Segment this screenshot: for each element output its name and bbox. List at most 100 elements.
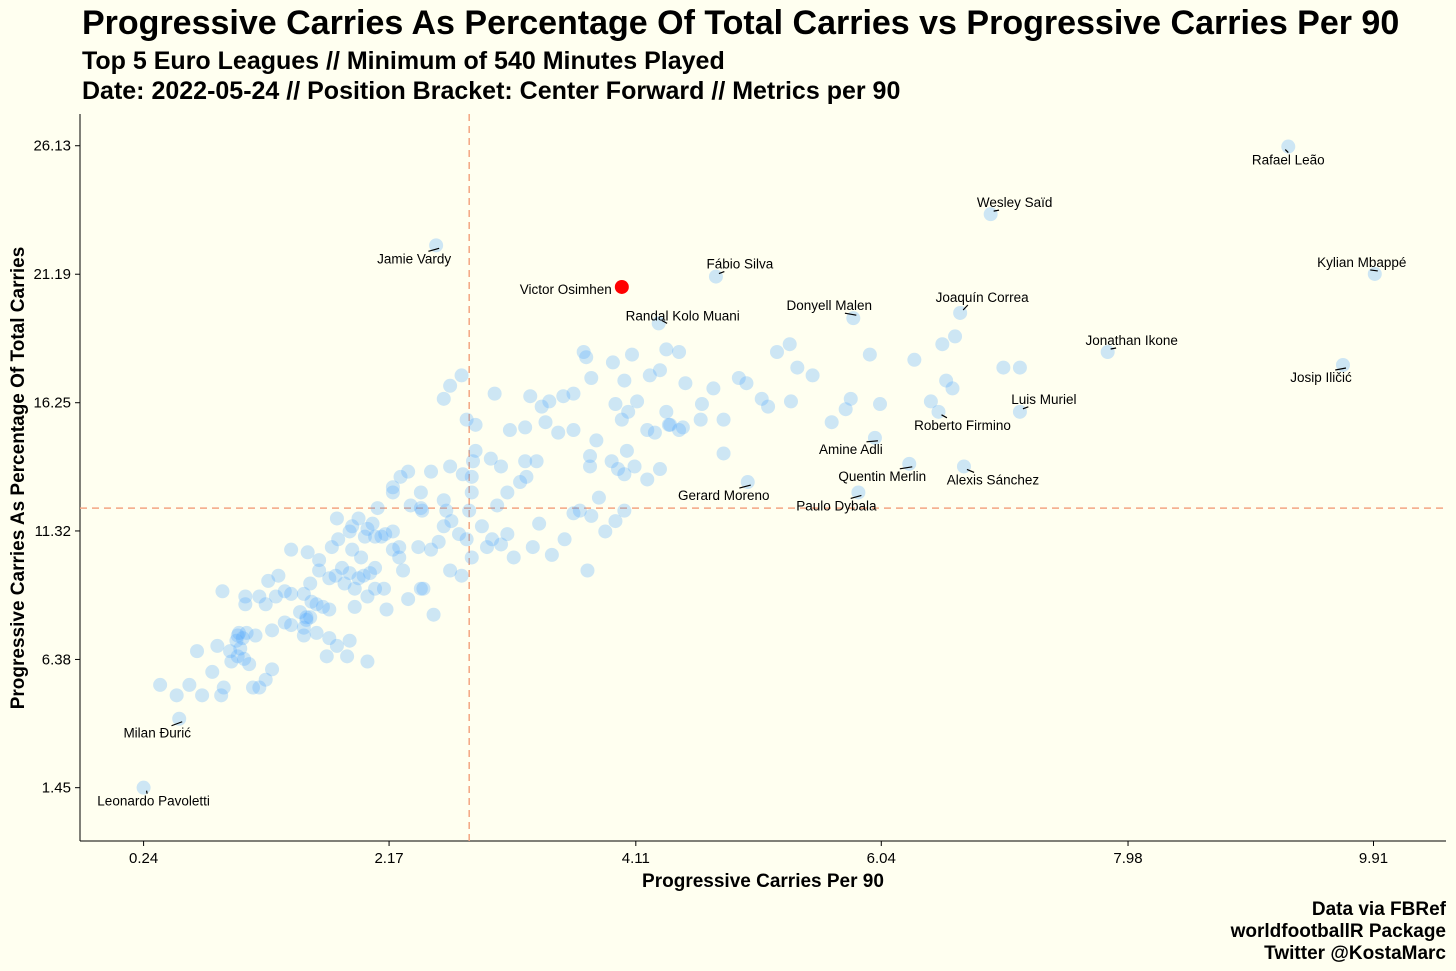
point-label: Gerard Moreno [678, 488, 770, 503]
data-point [268, 589, 283, 604]
data-point [716, 412, 731, 427]
data-point [529, 454, 544, 469]
data-point [572, 503, 587, 518]
data-point [331, 532, 346, 547]
data-point [538, 415, 553, 430]
data-point [271, 568, 286, 583]
label-leader-line [850, 494, 862, 500]
data-point [392, 540, 407, 555]
point-label: Josip Iličić [1290, 370, 1352, 385]
data-point [368, 560, 383, 575]
data-point [403, 498, 418, 513]
data-point [576, 344, 591, 359]
data-point [296, 620, 311, 635]
data-point [265, 662, 280, 677]
label-leader-line [146, 790, 148, 794]
point-label: Roberto Firmino [914, 418, 1011, 433]
y-tick-label: 1.45 [42, 780, 71, 797]
data-point [783, 394, 798, 409]
data-point [464, 550, 479, 565]
data-point [304, 594, 319, 609]
data-point [309, 625, 324, 640]
data-point [583, 459, 598, 474]
data-point [354, 550, 369, 565]
data-point [443, 378, 458, 393]
label-leader-line [844, 312, 857, 316]
label-leader-line [1370, 269, 1378, 272]
data-point [459, 532, 474, 547]
data-point [591, 490, 606, 505]
data-point [261, 573, 276, 588]
data-point [284, 542, 299, 557]
data-point [214, 688, 229, 703]
data-point [790, 360, 805, 375]
data-point [413, 581, 428, 596]
data-point [824, 415, 839, 430]
data-point [322, 571, 337, 586]
data-point [252, 589, 267, 604]
label-leader-line [966, 468, 975, 473]
data-point [939, 373, 954, 388]
data-point [619, 443, 634, 458]
data-point [459, 412, 474, 427]
data-point [996, 360, 1011, 375]
data-point [230, 649, 245, 664]
data-point [190, 644, 205, 659]
data-point [205, 664, 220, 679]
labeled-data-point [172, 711, 187, 726]
data-point [293, 605, 308, 620]
data-point [652, 462, 667, 477]
data-point [454, 368, 469, 383]
label-leader-line [718, 271, 725, 275]
data-point [315, 599, 330, 614]
y-axis-ticks: 1.45 6.38 11.32 16.25 21.19 26.13 [33, 138, 80, 797]
point-label: Milan Đurić [123, 726, 191, 741]
data-point [617, 373, 632, 388]
data-point [614, 412, 629, 427]
data-point [342, 524, 357, 539]
data-point [329, 638, 344, 653]
data-point [544, 547, 559, 562]
data-point [385, 480, 400, 495]
data-point [252, 680, 267, 695]
labeled-data-point [956, 459, 971, 474]
data-point [345, 542, 360, 557]
labeled-data-point [1335, 358, 1350, 373]
data-point [1012, 360, 1027, 375]
labeled-data-point [846, 311, 861, 326]
caption-line-3: Twitter @KostaMarc [1264, 943, 1446, 964]
data-point [838, 402, 853, 417]
labeled-data-point [740, 475, 755, 490]
label-leader-line [962, 304, 969, 311]
y-tick-label: 16.25 [33, 395, 71, 412]
data-point [805, 368, 820, 383]
data-point [598, 524, 613, 539]
data-point [617, 503, 632, 518]
data-point [296, 586, 311, 601]
x-tick-label: 6.04 [867, 850, 896, 867]
data-point [769, 344, 784, 359]
data-point [583, 449, 598, 464]
data-point [411, 540, 426, 555]
data-point [584, 508, 599, 523]
data-point [584, 371, 599, 386]
data-point [923, 394, 938, 409]
data-point [534, 399, 549, 414]
data-point [454, 568, 469, 583]
data-point [238, 597, 253, 612]
data-point [319, 649, 334, 664]
x-tick-label: 7.98 [1113, 850, 1142, 867]
x-axis-ticks: 0.24 2.17 4.11 6.04 7.98 9.91 [129, 841, 1388, 867]
data-point [284, 586, 299, 601]
data-point [360, 654, 375, 669]
data-point [525, 540, 540, 555]
data-point [337, 576, 352, 591]
data-point [672, 344, 687, 359]
data-point [468, 417, 483, 432]
data-point [452, 527, 467, 542]
data-point [356, 568, 371, 583]
data-point [210, 638, 225, 653]
data-point [659, 342, 674, 357]
point-label: Alexis Sánchez [947, 472, 1040, 487]
data-point [502, 423, 517, 438]
